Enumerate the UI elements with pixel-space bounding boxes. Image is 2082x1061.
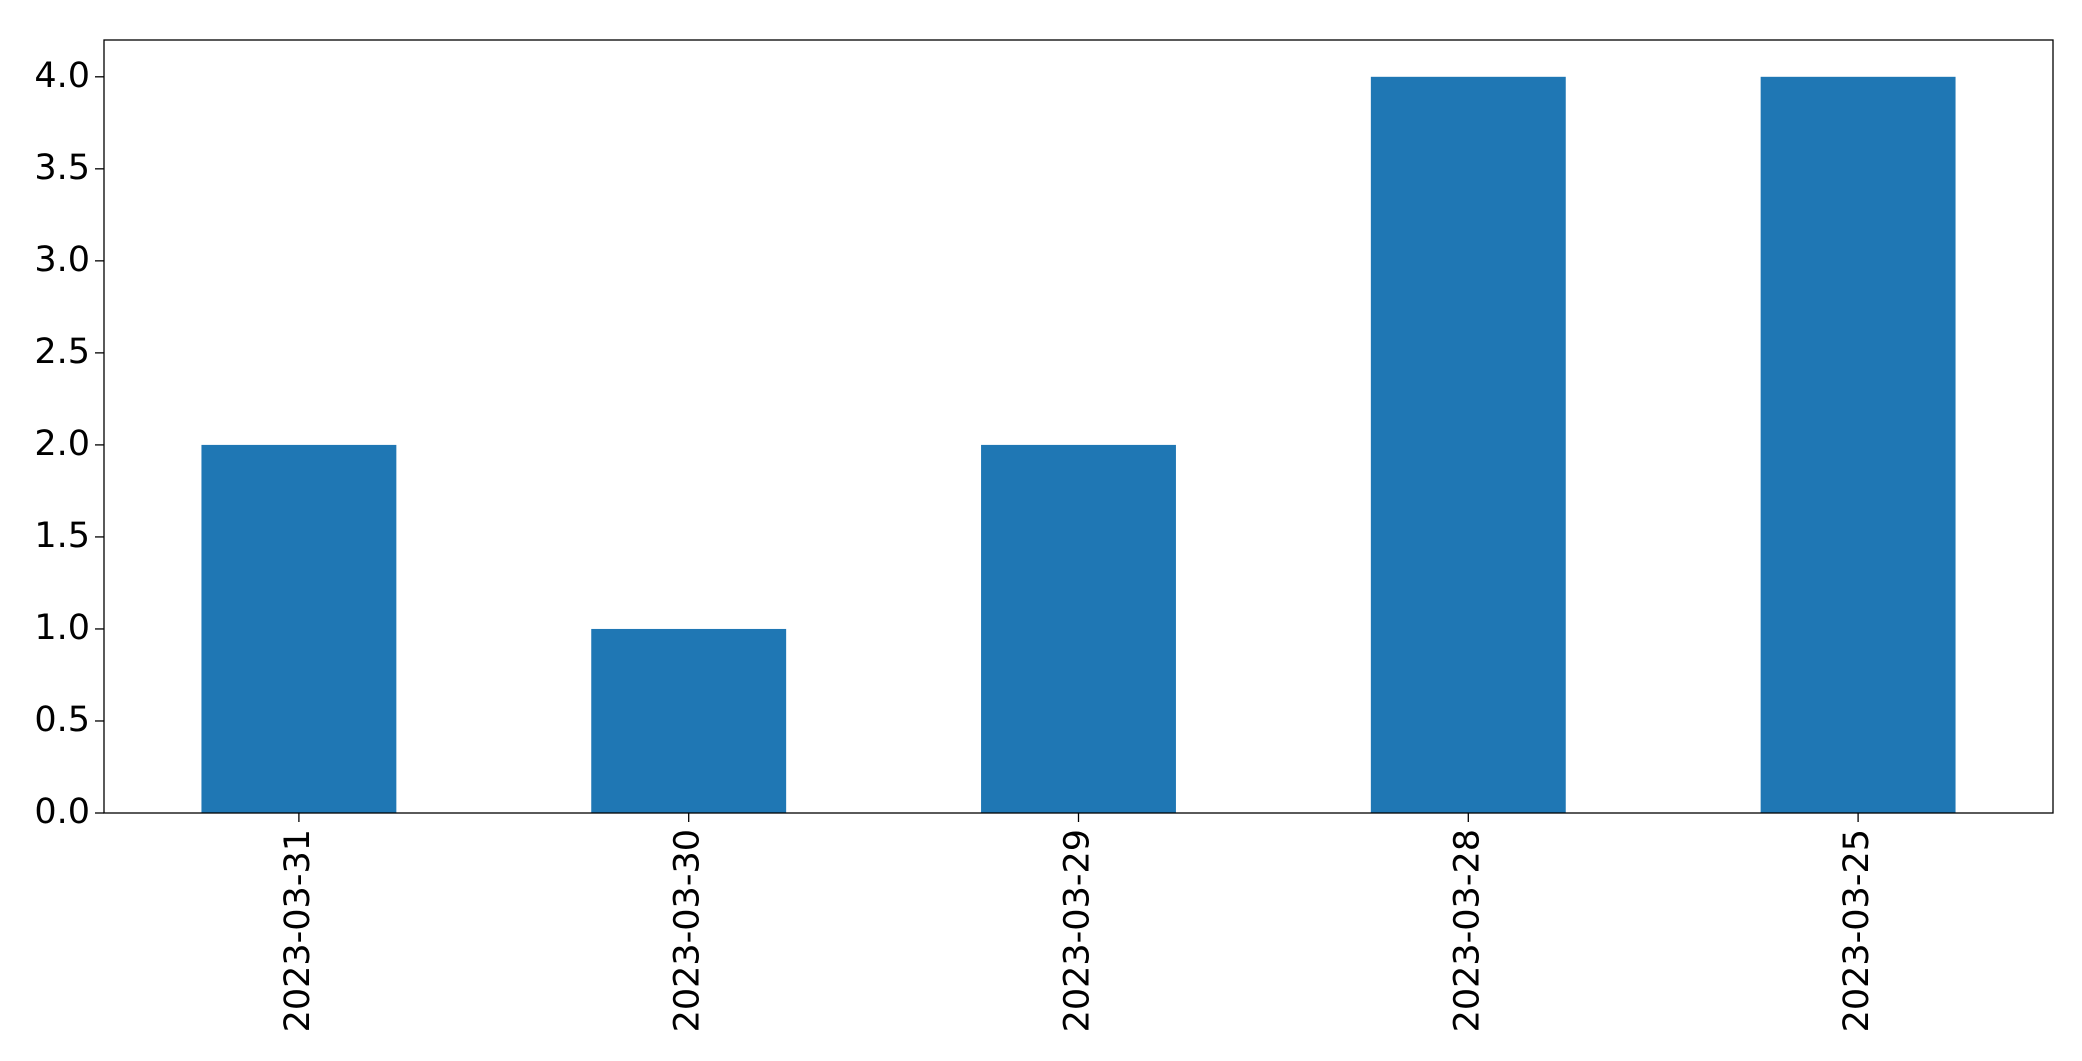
y-tick-label: 3.5 — [34, 148, 90, 188]
x-tick-label: 2023-03-28 — [1447, 829, 1487, 1032]
bar — [1370, 76, 1566, 814]
bar — [591, 628, 787, 813]
y-tick-label: 1.0 — [34, 608, 90, 648]
x-tick-label: 2023-03-30 — [668, 829, 708, 1032]
y-tick-label: 4.0 — [34, 56, 90, 96]
y-tick-label: 3.0 — [34, 240, 90, 280]
y-tick-label: 0.0 — [34, 792, 90, 832]
bar — [1760, 76, 1956, 814]
y-tick-label: 2.5 — [34, 332, 90, 372]
bar — [201, 444, 397, 813]
y-tick-label: 2.0 — [34, 424, 90, 464]
bar — [981, 444, 1176, 813]
x-tick-label: 2023-03-25 — [1837, 829, 1877, 1032]
x-tick-label: 2023-03-31 — [278, 829, 318, 1032]
x-tick-label: 2023-03-29 — [1058, 829, 1098, 1032]
plot-frame — [103, 39, 2054, 814]
y-tick-label: 1.5 — [34, 516, 90, 556]
y-tick-label: 0.5 — [34, 700, 90, 740]
